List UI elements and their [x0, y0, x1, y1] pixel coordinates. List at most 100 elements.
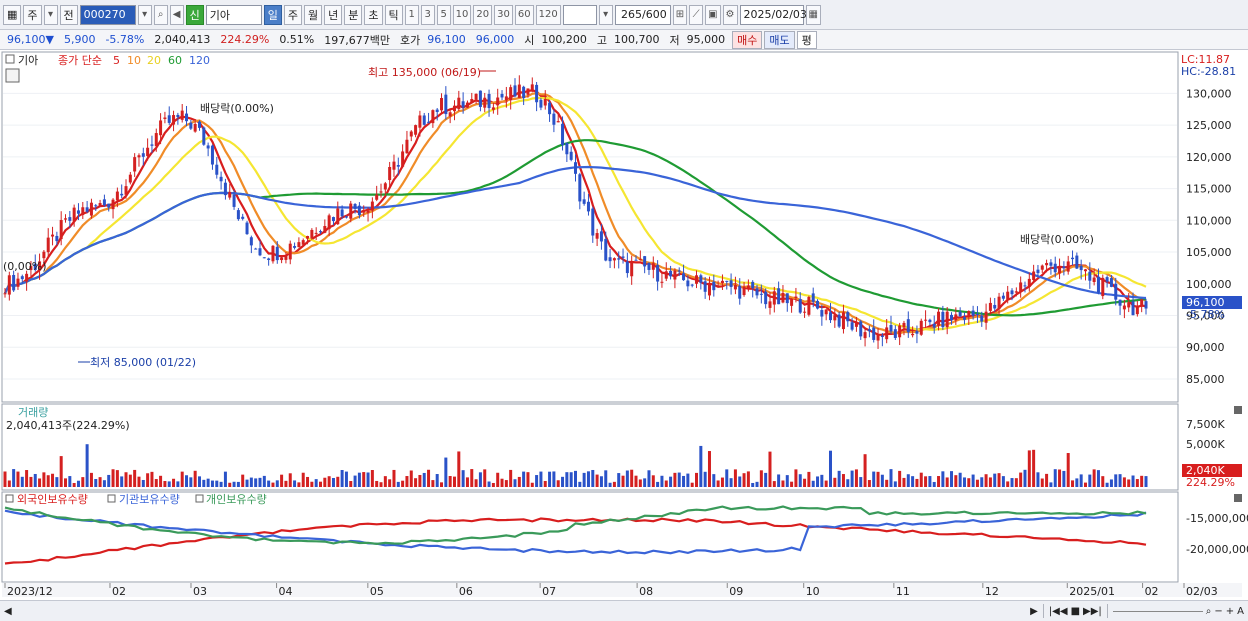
- market-select[interactable]: 주: [23, 4, 42, 25]
- inst-toggle-icon[interactable]: [107, 494, 116, 503]
- volume-bar: [617, 473, 621, 487]
- volume-bar: [993, 473, 997, 487]
- price-tick-label: 120,000: [1186, 151, 1232, 164]
- font-icon[interactable]: A: [1237, 605, 1244, 617]
- volume-bar: [820, 474, 824, 487]
- zoom-out-icon[interactable]: ⌕: [1205, 605, 1212, 617]
- candle-icon[interactable]: ⊞: [672, 4, 688, 25]
- volume-bar: [33, 473, 37, 487]
- draw-icon[interactable]: ⟋: [689, 4, 704, 25]
- volume-bar: [288, 473, 292, 487]
- interval-60[interactable]: 60: [514, 4, 534, 25]
- stock-code-input[interactable]: 000270: [79, 4, 136, 25]
- minus-icon[interactable]: −: [1214, 605, 1223, 617]
- volume-bar: [669, 476, 673, 487]
- x-tick-label: 03: [193, 585, 207, 598]
- candle-body: [1014, 291, 1018, 293]
- prev-button[interactable]: 전: [59, 4, 78, 25]
- interval-120[interactable]: 120: [535, 4, 561, 25]
- volume-bar: [941, 471, 945, 487]
- volume-bar: [422, 472, 426, 487]
- period-year-tab[interactable]: 년: [324, 4, 343, 25]
- volume-bar: [1071, 480, 1075, 487]
- stock-name-field[interactable]: 기아: [205, 4, 262, 25]
- plus-icon[interactable]: +: [1225, 605, 1235, 617]
- candle-body: [284, 255, 288, 260]
- institution-holding-line: [4, 509, 1147, 555]
- interval-10[interactable]: 10: [452, 4, 472, 25]
- code-dropdown-icon[interactable]: ▾: [137, 4, 152, 25]
- stop-icon[interactable]: ■: [1070, 605, 1081, 617]
- interval-1[interactable]: 1: [404, 4, 419, 25]
- volume-bar: [902, 477, 906, 487]
- interval-5[interactable]: 5: [436, 4, 451, 25]
- period-day-tab[interactable]: 일: [263, 4, 282, 25]
- candle-body: [1032, 271, 1036, 281]
- candle-body: [902, 322, 906, 328]
- volume-bar: [686, 473, 690, 487]
- zoom-slider[interactable]: [1112, 610, 1203, 612]
- volume-bar: [630, 469, 634, 487]
- x-tick-label: 12: [985, 585, 999, 598]
- candle-body: [768, 301, 772, 308]
- buy-button[interactable]: 매수: [732, 30, 763, 49]
- period-minute-tab[interactable]: 분: [344, 4, 363, 25]
- interval-30[interactable]: 30: [494, 4, 513, 25]
- legend-toggle-icon[interactable]: [5, 54, 15, 64]
- first-icon[interactable]: |◀◀: [1048, 605, 1068, 617]
- holding-panel-frame: [1, 491, 1179, 583]
- gear-icon[interactable]: ⚙: [722, 4, 738, 25]
- period-tick-tab[interactable]: 틱: [384, 4, 403, 25]
- volume-bar: [997, 473, 1001, 487]
- layout-icon[interactable]: ▦: [3, 4, 22, 25]
- volume-bar: [258, 477, 262, 487]
- date-input[interactable]: 2025/02/03: [739, 4, 807, 25]
- interval-custom-input[interactable]: [562, 4, 597, 25]
- x-tick-label: 04: [279, 585, 293, 598]
- volume-bar: [25, 470, 29, 487]
- volume-bar: [859, 477, 863, 487]
- volume-bar: [340, 470, 344, 487]
- sell-button[interactable]: 매도: [764, 30, 795, 49]
- interval-dropdown-icon[interactable]: ▾: [598, 4, 613, 25]
- price-tick-label: 90,000: [1186, 341, 1225, 354]
- candle-body: [470, 99, 474, 103]
- candle-body: [107, 203, 111, 208]
- period-week-tab[interactable]: 주: [283, 4, 303, 25]
- volume-bar: [1006, 481, 1010, 487]
- market-dropdown-icon[interactable]: ▾: [43, 4, 58, 25]
- speaker-icon[interactable]: ◀: [169, 4, 184, 25]
- candle-body: [163, 117, 167, 119]
- eval-button[interactable]: 평: [796, 30, 817, 49]
- count-input[interactable]: 265/600: [614, 4, 671, 25]
- period-month-tab[interactable]: 월: [304, 4, 323, 25]
- scroll-right-icon[interactable]: ▶: [1030, 605, 1038, 617]
- stock-chart[interactable]: 130,000125,000120,000115,000110,000105,0…: [0, 50, 1248, 600]
- volume-bar: [975, 479, 979, 487]
- scroll-left-icon[interactable]: ◀: [4, 605, 12, 617]
- period-second-tab[interactable]: 초: [364, 4, 383, 25]
- interval-3[interactable]: 3: [420, 4, 435, 25]
- save-icon[interactable]: ▣: [705, 4, 721, 25]
- volume-bar: [1092, 469, 1096, 487]
- search-icon[interactable]: ⌕: [153, 4, 168, 25]
- indicator-icon[interactable]: [5, 68, 20, 83]
- retail-toggle-icon[interactable]: [195, 494, 204, 503]
- candle-body: [578, 174, 582, 202]
- candle-body: [301, 240, 305, 245]
- candle-body: [478, 90, 482, 107]
- candle-body: [608, 257, 612, 262]
- calendar-icon[interactable]: ▦: [805, 4, 821, 25]
- candle-body: [522, 86, 526, 99]
- candle-body: [85, 207, 89, 212]
- next-icon[interactable]: ▶▶|: [1083, 605, 1102, 617]
- candle-body: [950, 314, 954, 321]
- holding-close-icon[interactable]: [1234, 494, 1242, 502]
- volume-panel-frame: [1, 403, 1179, 491]
- candle-body: [677, 270, 681, 272]
- interval-20[interactable]: 20: [473, 4, 493, 25]
- holding-toggle-icon[interactable]: [5, 494, 14, 503]
- volume-bar: [746, 471, 750, 487]
- volume-close-icon[interactable]: [1234, 406, 1242, 414]
- candle-body: [68, 217, 72, 221]
